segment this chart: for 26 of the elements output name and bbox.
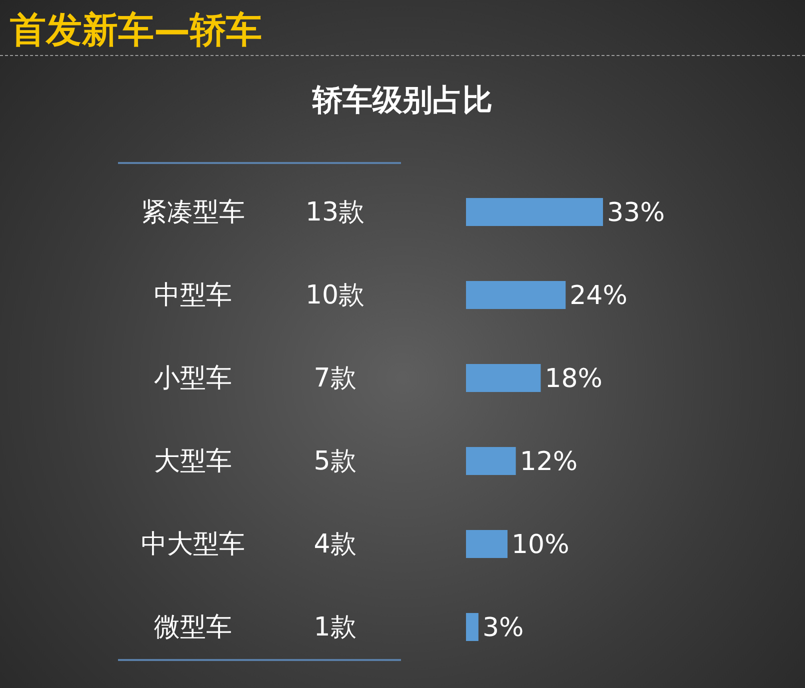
data-label: 3% [482, 613, 524, 643]
y-tick-label: 大型车 [154, 446, 232, 476]
bar [466, 364, 541, 392]
text: 首发新车—轿车 [10, 9, 262, 53]
data-label: 24% [570, 281, 628, 311]
bar [466, 613, 478, 641]
bar [466, 447, 516, 475]
text: 4款 [314, 530, 356, 560]
bar [466, 281, 566, 309]
text: 7款 [314, 364, 356, 394]
data-label: 18% [544, 364, 603, 394]
data-label: 10% [512, 530, 570, 560]
bar [466, 198, 603, 226]
y-tick-label: 中大型车 [141, 530, 245, 560]
y-tick-label: 紧凑型车 [141, 198, 245, 228]
y-tick-label: 微型车 [154, 612, 232, 642]
bar [466, 530, 508, 558]
chart-subtitle: 轿车级别占比 [311, 82, 494, 120]
text: 13款 [305, 198, 365, 228]
y-tick-label: 中型车 [154, 280, 232, 310]
text: 1款 [314, 612, 356, 642]
data-label: 12% [520, 447, 578, 477]
data-label: 33% [607, 198, 665, 228]
text: 10款 [305, 280, 365, 310]
text: 5款 [314, 446, 356, 476]
y-tick-label: 小型车 [154, 364, 232, 394]
